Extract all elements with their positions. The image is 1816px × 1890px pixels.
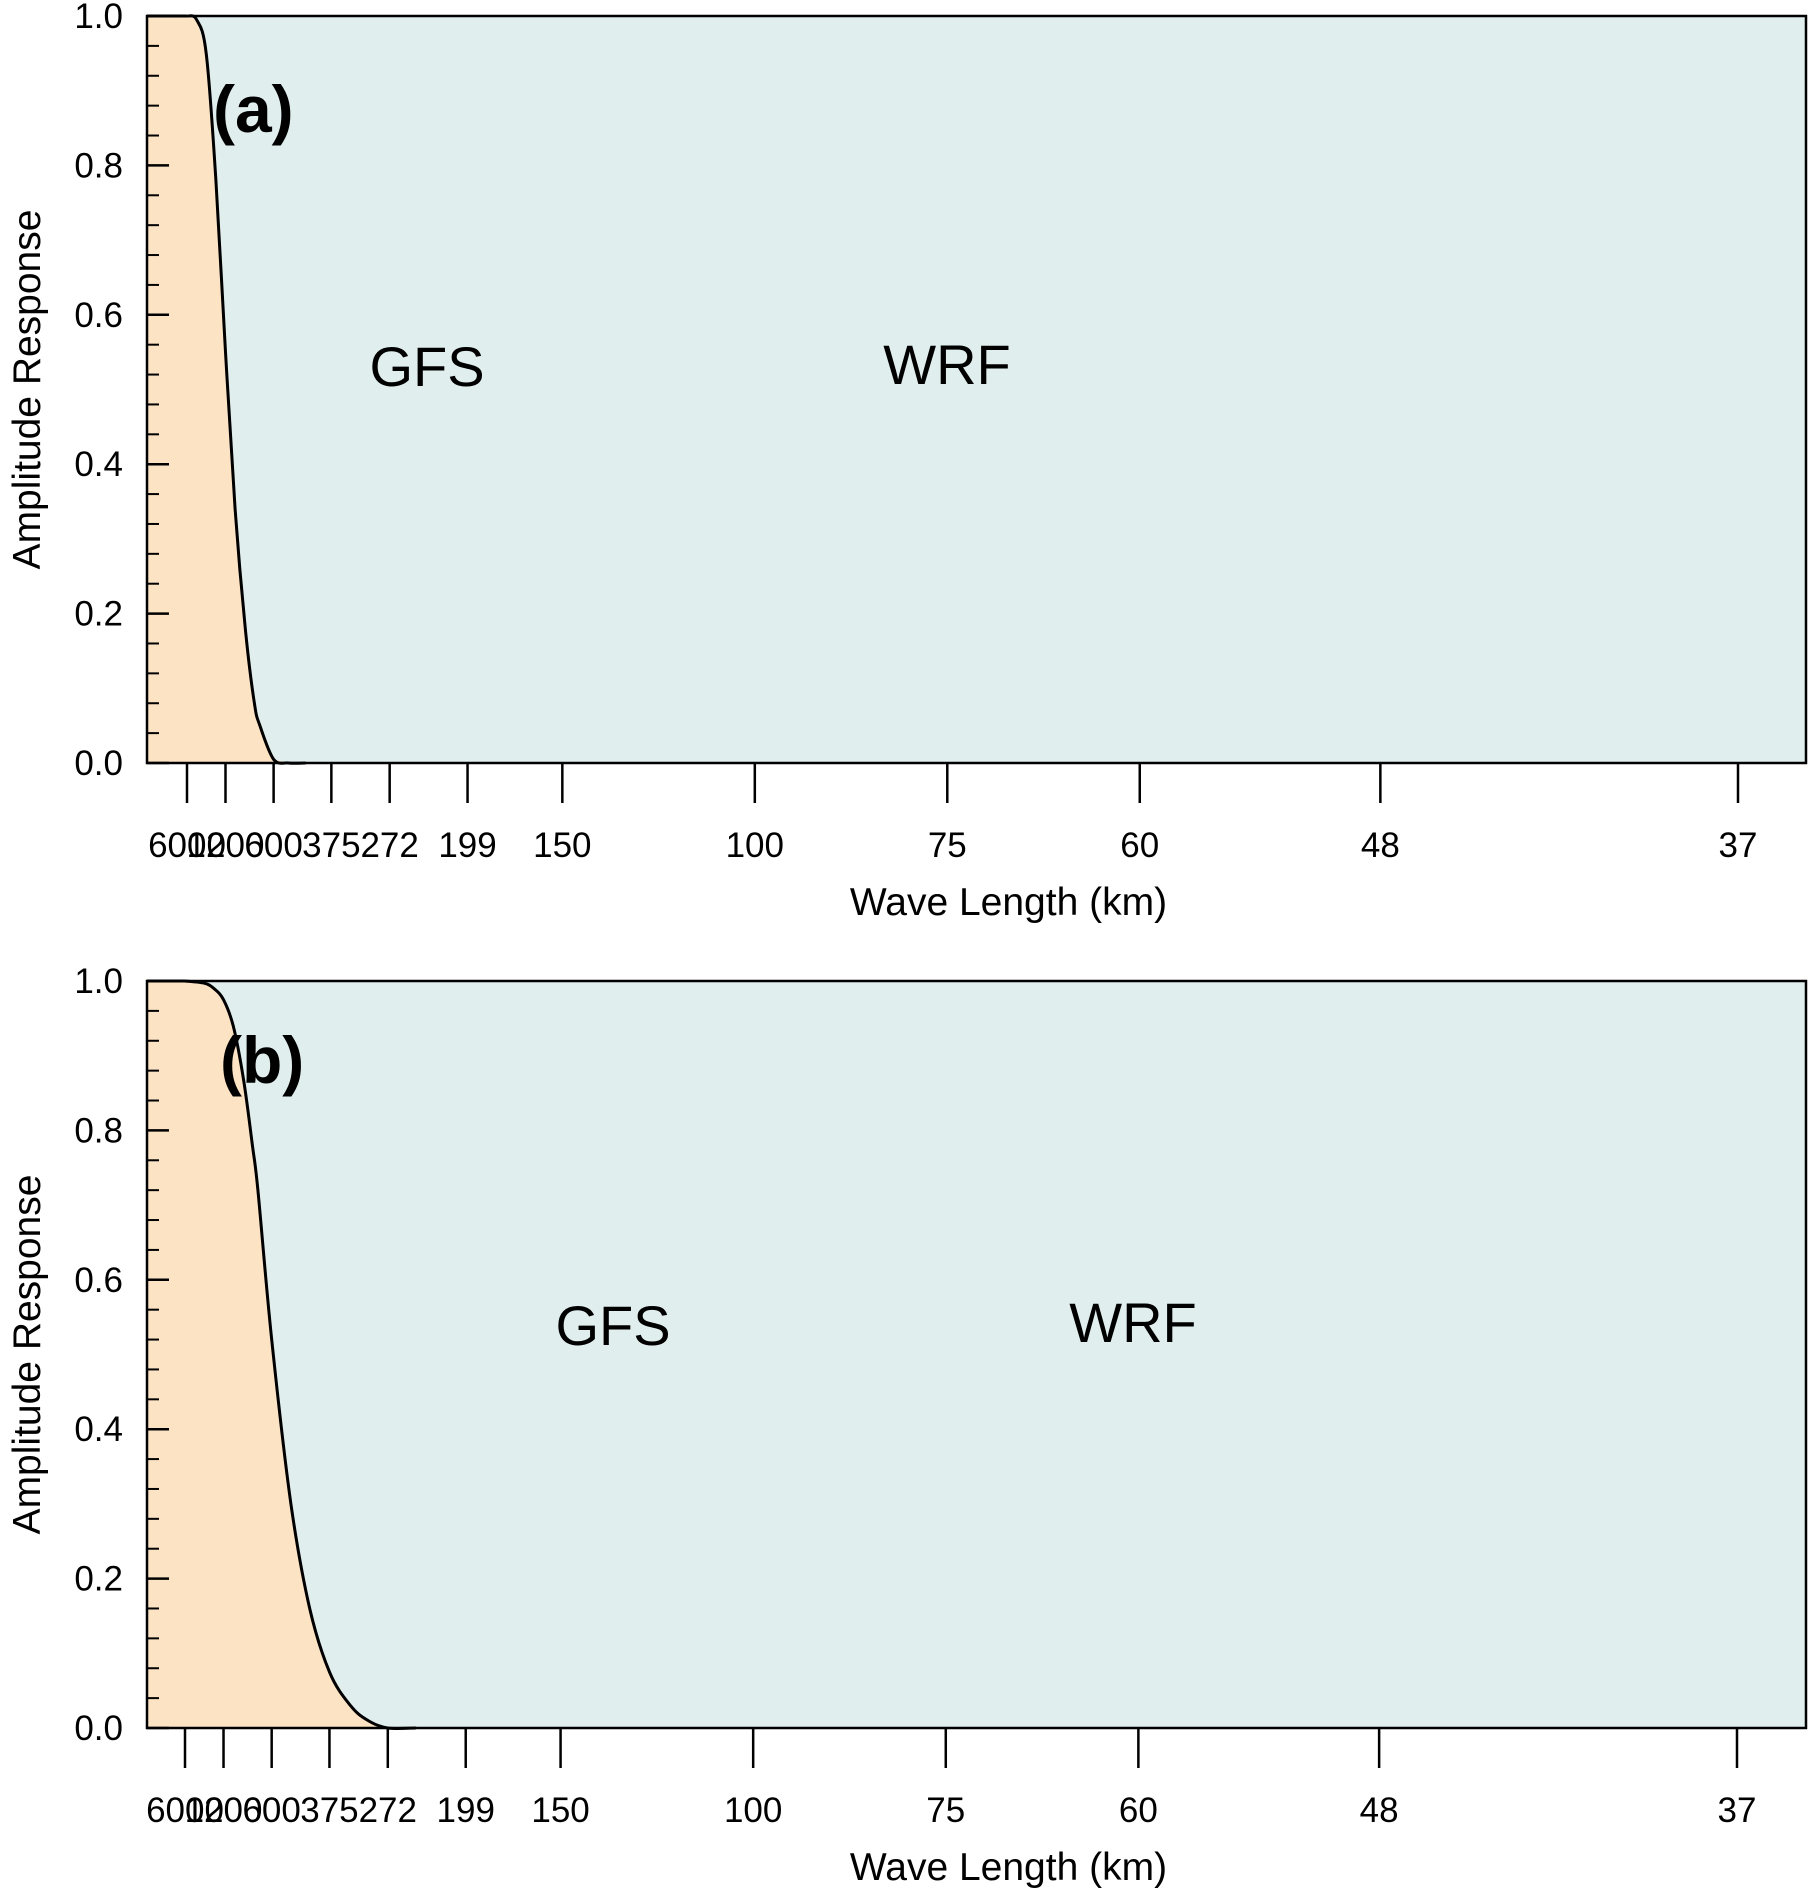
gfs-region [147, 981, 417, 1728]
x-tick-label: 600 [244, 826, 302, 865]
x-tick-label: 75 [926, 1791, 965, 1830]
response-curve [186, 14, 306, 765]
wrf-region-label: WRF [883, 333, 1011, 396]
x-tick-label: 150 [531, 1791, 589, 1830]
y-tick-label: 0.2 [74, 595, 123, 634]
x-tick-label: 48 [1361, 826, 1400, 865]
x-tick-label: 75 [928, 826, 967, 865]
gfs-region-label: GFS [555, 1294, 670, 1357]
x-tick-label: 37 [1718, 1791, 1757, 1830]
gfs-region-label: GFS [369, 335, 484, 398]
x-tick-label: 272 [360, 826, 418, 865]
x-tick-label: 48 [1360, 1791, 1399, 1830]
x-tick-label: 60 [1119, 1791, 1158, 1830]
y-tick-label: 0.6 [74, 296, 123, 335]
y-tick-label: 1.0 [74, 962, 123, 1001]
y-tick-label: 0.4 [74, 1410, 123, 1449]
x-axis-title: Wave Length (km) [850, 881, 1167, 924]
wrf-region-label: WRF [1069, 1291, 1197, 1354]
y-tick-label: 0.0 [74, 1709, 123, 1748]
x-tick-label: 150 [533, 826, 591, 865]
y-tick-label: 0.6 [74, 1261, 123, 1300]
x-tick-label: 6000 [146, 1791, 224, 1830]
response-curve [184, 979, 417, 1731]
x-tick-label: 100 [724, 1791, 782, 1830]
wrf-region [147, 16, 1806, 763]
panel-label: (a) [213, 72, 294, 146]
y-tick-label: 0.4 [74, 445, 123, 484]
plot-frame [145, 979, 1808, 1730]
x-tick-label: 272 [359, 1791, 417, 1830]
x-tick-label: 100 [726, 826, 784, 865]
x-tick-label: 375 [302, 826, 360, 865]
x-tick-label: 600 [242, 1791, 300, 1830]
x-tick-label: 199 [437, 1791, 495, 1830]
y-tick-label: 0.0 [74, 744, 123, 783]
panel-label: (b) [220, 1023, 304, 1097]
x-tick-label: 375 [300, 1791, 358, 1830]
y-axis-title: Amplitude Response [6, 1175, 49, 1535]
y-tick-label: 0.8 [74, 1111, 123, 1150]
x-tick-label: 1200 [187, 826, 265, 865]
x-tick-label: 199 [438, 826, 496, 865]
x-axis-title: Wave Length (km) [850, 1846, 1167, 1889]
y-tick-label: 0.8 [74, 146, 123, 185]
plot-frame [145, 14, 1808, 765]
x-tick-label: 60 [1120, 826, 1159, 865]
x-tick-label: 6000 [148, 826, 226, 865]
wrf-region [147, 981, 1806, 1728]
x-tick-label: 1200 [185, 1791, 263, 1830]
y-tick-label: 1.0 [74, 0, 123, 36]
y-tick-label: 0.2 [74, 1560, 123, 1599]
x-tick-label: 37 [1719, 826, 1758, 865]
y-axis-title: Amplitude Response [6, 210, 49, 570]
